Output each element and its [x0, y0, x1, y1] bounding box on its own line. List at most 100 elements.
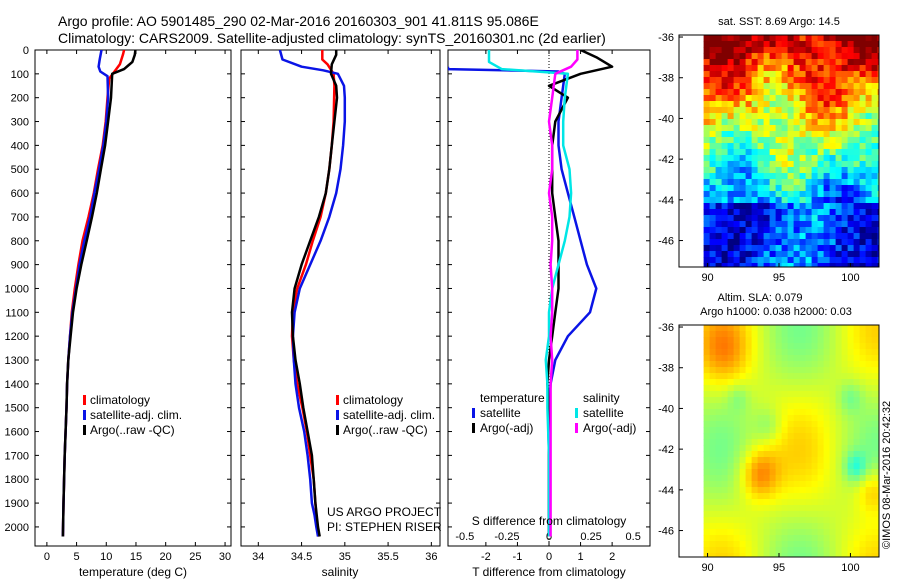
map-cell [811, 433, 819, 440]
credit-project: US ARGO PROJECT [327, 505, 442, 519]
map-cell [751, 439, 759, 446]
map-cell [715, 251, 723, 258]
map-cell [793, 379, 801, 386]
map-cell [715, 403, 723, 410]
map-cell [829, 209, 837, 216]
map-cell [847, 349, 855, 356]
map-cell [847, 529, 855, 536]
map-cell [865, 481, 873, 488]
map-cell [703, 215, 711, 222]
map-cell [799, 433, 807, 440]
depth-tick-label: 800 [11, 236, 29, 248]
salinity-axes-frame [240, 49, 441, 547]
map-cell [787, 343, 795, 350]
map-cell [811, 529, 819, 536]
map-cell [877, 439, 879, 446]
depth-tick-label: 1100 [5, 307, 29, 319]
map-cell [781, 547, 789, 554]
map-cell [871, 239, 879, 246]
map-cell [769, 107, 777, 114]
map-cell [793, 179, 801, 186]
map-y-tick-label: -46 [658, 236, 674, 248]
map-cell [733, 245, 741, 252]
map-cell [877, 251, 879, 258]
map-cell [859, 331, 867, 338]
map-cell [793, 391, 801, 398]
map-cell [787, 487, 795, 494]
map-cell [787, 433, 795, 440]
map-cell [817, 65, 825, 72]
map-cell [841, 421, 849, 428]
map-cell [811, 179, 819, 186]
map-cell [733, 197, 741, 204]
map-cell [823, 251, 831, 258]
map-cell [871, 149, 879, 156]
map-cell [715, 245, 723, 252]
map-cell [871, 529, 879, 536]
map-cell [793, 541, 801, 548]
map-cell [823, 257, 831, 264]
map-cell [721, 529, 729, 536]
map-cell [745, 143, 753, 150]
map-cell [835, 343, 843, 350]
map-cell [739, 451, 747, 458]
map-cell [721, 457, 729, 464]
map-cell [793, 113, 801, 120]
map-cell [745, 433, 753, 440]
map-cell [715, 209, 723, 216]
map-cell [877, 137, 879, 144]
map-cell [847, 173, 855, 180]
map-cell [781, 445, 789, 452]
map-cell [745, 197, 753, 204]
map-cell [811, 499, 819, 506]
map-cell [847, 119, 855, 126]
map-cell [793, 553, 801, 557]
map-cell [823, 143, 831, 150]
map-cell [781, 95, 789, 102]
map-cell [871, 185, 879, 192]
map-cell [781, 71, 789, 78]
map-cell [751, 185, 759, 192]
map-cell [715, 511, 723, 518]
map-cell [745, 101, 753, 108]
map-cell [817, 251, 825, 258]
map-cell [835, 215, 843, 222]
map-cell [811, 89, 819, 96]
map-cell [751, 239, 759, 246]
series-line-satellite-adj-clim- [278, 50, 347, 537]
map-cell [871, 71, 879, 78]
map-cell [859, 83, 867, 90]
x-tick-label: 0 [546, 551, 552, 563]
map-cell [817, 41, 825, 48]
map-cell [721, 263, 729, 267]
map-cell [871, 65, 879, 72]
map-cell [775, 149, 783, 156]
map-cell [811, 457, 819, 464]
map-cell [871, 397, 879, 404]
map-cell [733, 379, 741, 386]
map-cell [817, 481, 825, 488]
map-cell [763, 433, 771, 440]
map-cell [835, 101, 843, 108]
map-cell [853, 511, 861, 518]
map-cell [835, 185, 843, 192]
map-cell [871, 553, 879, 557]
map-cell [793, 397, 801, 404]
map-cell [781, 475, 789, 482]
map-cell [751, 373, 759, 380]
map-cell [799, 517, 807, 524]
map-cell [745, 209, 753, 216]
map-cell [727, 71, 735, 78]
map-cell [847, 475, 855, 482]
series-line-salinity-satellite [487, 50, 573, 537]
map-cell [727, 535, 735, 542]
map-cell [763, 119, 771, 126]
map-cell [865, 493, 873, 500]
map-cell [853, 433, 861, 440]
map-cell [793, 415, 801, 422]
map-cell [847, 373, 855, 380]
map-cell [847, 221, 855, 228]
map-cell [817, 107, 825, 114]
map-cell [829, 463, 837, 470]
map-cell [805, 379, 813, 386]
